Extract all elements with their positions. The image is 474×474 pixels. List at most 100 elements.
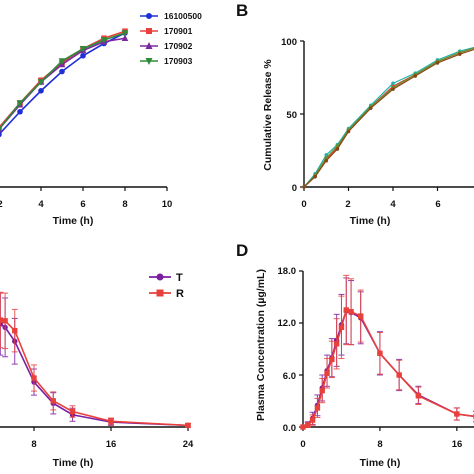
series-line <box>0 30 126 128</box>
panel-d-xlabel: Time (h) <box>360 457 401 469</box>
data-point <box>37 79 45 86</box>
data-point <box>313 174 317 179</box>
data-point <box>17 108 23 115</box>
data-point <box>335 147 340 151</box>
data-point <box>413 74 418 78</box>
panel-c-xlabel: Time (h) <box>53 457 94 469</box>
panel-d-ylabel: Plasma Concentration (µg/mL) <box>255 269 267 421</box>
legend-swatch-marker <box>146 28 152 34</box>
series-line <box>303 48 474 188</box>
data-point <box>100 37 108 44</box>
panel-a-legend: 16100500 170901 170902 170903 <box>140 11 202 66</box>
legend-swatch-marker <box>145 58 153 65</box>
panel-d-axes <box>299 270 474 431</box>
legend-label-t: T <box>176 272 183 284</box>
series-a-170903 <box>0 30 129 132</box>
panel-a-axes <box>0 186 168 191</box>
data-point <box>454 411 460 417</box>
data-point <box>319 387 325 394</box>
data-point <box>357 313 364 319</box>
legend-label-170903: 170903 <box>164 56 193 66</box>
data-point <box>338 324 345 331</box>
data-point <box>58 58 66 65</box>
panel-d-letter: D <box>236 241 248 260</box>
data-point <box>415 393 422 399</box>
panel-b: B Time (h) Cumulative Release % 0 50 100… <box>236 1 474 227</box>
data-point <box>0 317 4 323</box>
legend-label-r: R <box>176 288 184 300</box>
data-point <box>396 372 402 378</box>
series-line <box>0 319 189 427</box>
panel-b-ytick-100: 100 <box>281 37 297 48</box>
series-a-16100500 <box>0 30 128 138</box>
series-line <box>303 47 474 188</box>
panel-b-xtick-0: 0 <box>301 199 306 210</box>
panel-a: Time (h) 2 4 6 8 10 16100500 170901 1709… <box>0 11 202 227</box>
series-d-1 <box>300 274 474 430</box>
data-point <box>343 307 349 313</box>
panel-a-xtick-8: 8 <box>122 199 127 210</box>
panel-d-ytick-12: 12.0 <box>278 318 297 329</box>
data-point <box>346 129 351 134</box>
panel-a-xtick-4: 4 <box>38 199 44 210</box>
legend-label-170901: 170901 <box>164 26 193 36</box>
data-point <box>185 422 191 429</box>
series-b-3 <box>302 48 474 189</box>
panel-d-xtick-16: 16 <box>452 439 463 450</box>
data-point <box>377 350 383 357</box>
data-point <box>0 126 3 132</box>
data-point <box>368 106 373 110</box>
series-b-1 <box>302 46 474 189</box>
panel-a-xlabel: Time (h) <box>53 215 94 227</box>
data-point <box>59 68 65 75</box>
data-point <box>329 356 335 363</box>
series-c-r <box>0 291 191 429</box>
data-point <box>324 153 329 157</box>
panel-b-xlabel: Time (h) <box>350 215 391 227</box>
data-point <box>314 405 321 411</box>
data-point <box>324 370 330 376</box>
panel-a-xtick-10: 10 <box>162 199 173 210</box>
panel-b-xtick-4: 4 <box>390 199 396 210</box>
data-point <box>348 309 354 315</box>
data-point <box>2 318 8 324</box>
legend-swatch-marker <box>156 273 164 281</box>
legend-label-16100500: 16100500 <box>164 11 202 21</box>
panel-a-plot-area <box>0 28 129 138</box>
panel-b-axes <box>300 40 474 191</box>
panel-d-ytick-6: 6.0 <box>283 371 296 382</box>
data-point <box>300 424 306 430</box>
data-point <box>79 45 87 53</box>
data-point <box>50 398 56 404</box>
series-line <box>302 308 474 428</box>
data-point <box>324 156 329 160</box>
panel-c-xtick-24: 24 <box>183 439 194 450</box>
series-line <box>303 46 474 188</box>
data-point <box>31 375 37 381</box>
series-c-t <box>0 292 191 429</box>
panel-d-ytick-18: 18.0 <box>278 266 297 277</box>
legend-swatch-marker <box>146 13 152 19</box>
panel-d-ytick-0: 0.0 <box>283 423 296 434</box>
data-point <box>324 158 329 163</box>
panel-b-ytick-0: 0 <box>292 183 297 194</box>
panel-d-xtick-0: 0 <box>300 439 305 450</box>
data-point <box>0 131 2 138</box>
series-b-0 <box>302 47 474 189</box>
panel-b-ylabel: Cumulative Release % <box>262 59 274 171</box>
panel-d: D Time (h) Plasma Concentration (µg/mL) … <box>236 241 474 469</box>
data-point <box>38 87 44 94</box>
panel-b-xtick-2: 2 <box>345 199 350 210</box>
panel-b-ytick-50: 50 <box>286 110 297 121</box>
data-point <box>12 327 18 334</box>
panel-c-legend: T R <box>149 272 184 300</box>
data-point <box>80 52 86 59</box>
data-point <box>121 30 129 37</box>
panel-d-plot-area <box>300 274 474 430</box>
panel-c-xtick-8: 8 <box>31 439 36 450</box>
data-point <box>302 185 306 189</box>
panel-c-axes <box>0 426 189 431</box>
panel-c: Time (h) 8 16 24 T R <box>0 272 194 469</box>
legend-swatch-marker <box>145 42 153 49</box>
